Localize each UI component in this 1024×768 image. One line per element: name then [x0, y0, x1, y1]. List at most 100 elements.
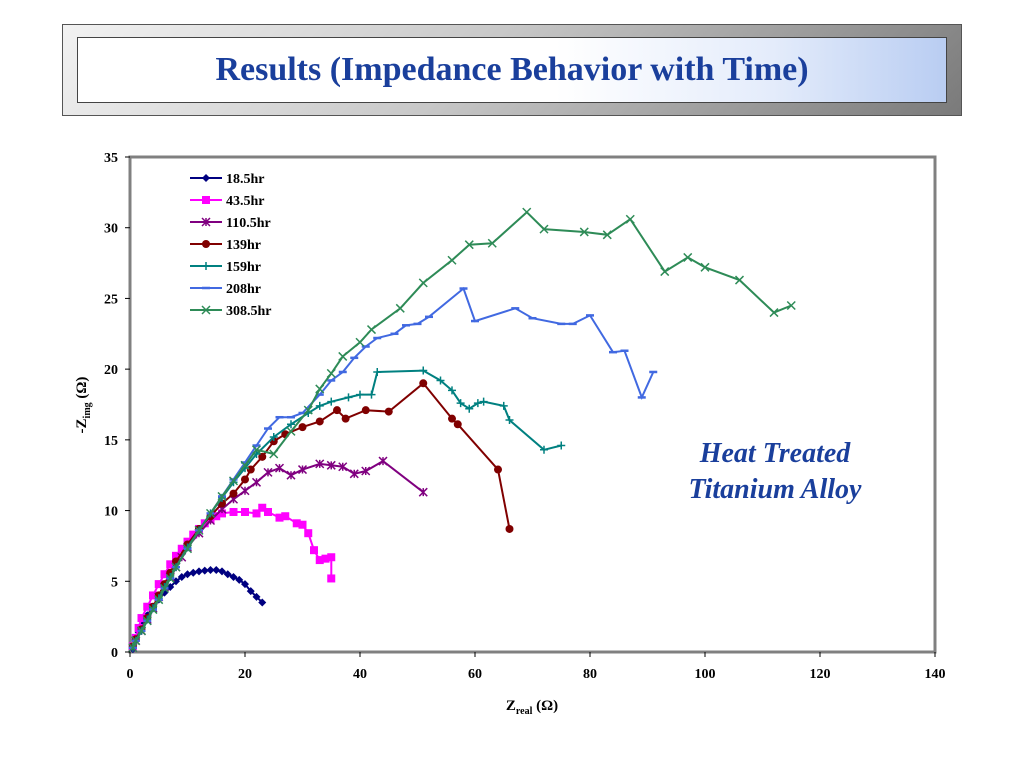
series-layer	[128, 207, 796, 654]
data-point	[136, 626, 147, 636]
x-tick-label: 100	[695, 667, 716, 682]
data-point	[326, 460, 336, 470]
legend-label: 110.5hr	[226, 216, 271, 231]
data-point	[137, 614, 146, 623]
axis-layer: 0 20 40 60 80 100 120 140 0 5 10 15 20 25 30 35	[104, 151, 946, 682]
data-point	[217, 491, 227, 501]
data-point	[189, 530, 198, 539]
plot-area	[128, 155, 937, 654]
data-point	[505, 416, 514, 425]
data-point	[223, 570, 232, 579]
data-point	[700, 262, 710, 272]
data-point	[154, 595, 164, 605]
data-point	[373, 367, 382, 376]
data-point	[205, 508, 216, 518]
y-tick-label: 30	[104, 222, 118, 237]
data-point	[281, 512, 290, 521]
data-point	[344, 393, 353, 402]
data-point	[338, 462, 348, 472]
legend-swatch-marker	[202, 240, 210, 248]
data-point	[189, 568, 198, 577]
data-point	[540, 445, 548, 454]
legend-entry-139hr: 139hr	[190, 238, 261, 253]
data-point	[487, 238, 497, 248]
data-point	[327, 553, 336, 562]
data-point	[769, 308, 779, 318]
data-point	[269, 433, 278, 442]
data-point	[304, 529, 313, 538]
data-point	[183, 570, 192, 579]
y-tick-label: 20	[104, 363, 118, 378]
x-tick-label: 120	[810, 667, 831, 682]
data-point	[286, 426, 296, 436]
data-point	[229, 573, 238, 582]
data-point	[321, 554, 330, 563]
legend-entry-308.5hr: 308.5hr	[190, 304, 272, 319]
data-point	[456, 399, 465, 408]
title-banner-inner: Results (Impedance Behavior with Time)	[77, 37, 947, 103]
data-point	[177, 573, 186, 582]
data-point	[315, 401, 324, 410]
data-point	[212, 565, 221, 574]
data-point	[303, 405, 313, 415]
x-axis-label: Zreal (Ω)	[506, 698, 558, 717]
data-point	[479, 397, 488, 406]
data-point	[143, 602, 152, 611]
y-tick-label: 10	[104, 505, 118, 520]
data-point	[229, 489, 238, 498]
data-point	[579, 227, 589, 237]
data-point	[177, 544, 186, 553]
legend-entry-208hr: 208hr	[190, 282, 261, 297]
y-tick-label: 0	[111, 646, 118, 661]
data-point	[160, 570, 169, 579]
data-point	[327, 574, 336, 583]
y-axis-label-unit: (Ω)	[74, 377, 90, 403]
data-point	[194, 525, 204, 535]
data-point	[292, 519, 301, 528]
data-point	[200, 566, 209, 575]
legend-label: 18.5hr	[226, 172, 265, 187]
data-point	[246, 587, 255, 596]
data-point	[786, 300, 796, 311]
data-point	[258, 598, 267, 607]
data-point	[264, 507, 272, 516]
data-point	[683, 252, 693, 262]
data-point	[240, 460, 250, 470]
data-point	[418, 278, 428, 288]
data-point	[734, 275, 745, 285]
data-point	[539, 224, 549, 234]
data-point	[557, 441, 566, 450]
legend-swatch-marker	[201, 217, 211, 227]
data-point	[182, 544, 193, 554]
data-point	[395, 303, 405, 313]
data-point	[287, 420, 295, 429]
data-point	[166, 560, 175, 569]
data-point	[338, 351, 348, 361]
legend-label: 308.5hr	[226, 304, 272, 319]
data-point	[367, 390, 376, 399]
legend: 18.5hr 43.5hr 110.5hr 139hr 159hr 208hr 308.5h…	[190, 172, 272, 319]
x-axis-label-unit: (Ω)	[532, 698, 558, 714]
data-point	[505, 524, 514, 533]
data-point	[218, 567, 226, 576]
data-point	[602, 230, 612, 240]
data-point	[172, 551, 180, 560]
chart-annotation: Heat Treated Titanium Alloy	[640, 436, 910, 508]
y-axis-label-main: -Z	[74, 418, 90, 433]
legend-swatch-marker	[202, 196, 210, 204]
data-point	[453, 420, 462, 429]
data-point	[263, 467, 273, 477]
data-point	[258, 452, 267, 461]
data-point	[326, 368, 336, 378]
data-point	[356, 390, 364, 399]
data-point	[195, 567, 203, 576]
data-point	[246, 465, 255, 474]
legend-entry-43.5hr: 43.5hr	[190, 194, 265, 209]
data-point	[419, 379, 428, 388]
data-point	[448, 386, 456, 395]
data-point	[251, 445, 262, 455]
data-point	[154, 580, 163, 589]
data-point	[235, 575, 244, 584]
y-tick-label: 5	[111, 575, 118, 590]
